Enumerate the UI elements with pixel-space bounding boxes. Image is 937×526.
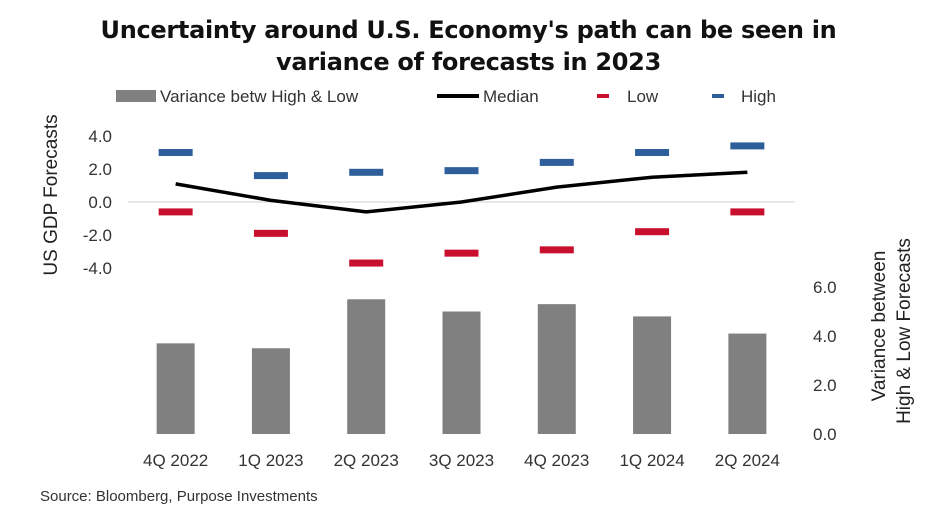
legend-swatch-high	[712, 94, 724, 98]
right-tick-label: 2.0	[813, 376, 837, 395]
variance-bar	[442, 311, 481, 434]
left-tick-label: 4.0	[88, 127, 112, 146]
x-tick-label: 2Q 2024	[715, 451, 780, 470]
variance-bar	[347, 299, 386, 434]
variance-bar	[633, 316, 672, 434]
right-tick-label: 6.0	[813, 278, 837, 297]
source-note: Source: Bloomberg, Purpose Investments	[40, 488, 318, 505]
legend-swatch-low	[597, 94, 609, 98]
variance-bars	[156, 299, 767, 434]
right-tick-label: 0.0	[813, 425, 837, 444]
left-tick-label: -4.0	[83, 259, 112, 278]
high-marker	[635, 149, 670, 156]
legend: Variance betw High & Low Median Low High	[116, 87, 776, 106]
legend-swatch-variance	[116, 90, 156, 102]
low-marker	[730, 208, 765, 216]
high-marker	[539, 158, 574, 166]
legend-label-high: High	[741, 87, 776, 106]
high-marker	[349, 168, 384, 176]
high-markers	[158, 142, 765, 180]
x-tick-label: 4Q 2023	[524, 451, 589, 470]
low-marker	[444, 249, 479, 257]
variance-bar	[251, 348, 290, 434]
legend-label-variance: Variance betw High & Low	[160, 87, 359, 106]
right-tick-label: 4.0	[813, 327, 837, 346]
left-tick-label: -2.0	[83, 226, 112, 245]
x-tick-label: 1Q 2024	[619, 451, 684, 470]
variance-bar	[537, 304, 576, 434]
high-marker	[158, 149, 193, 156]
left-tick-label: 2.0	[88, 160, 112, 179]
x-tick-label: 4Q 2022	[143, 451, 208, 470]
low-marker	[349, 259, 384, 267]
x-tick-label: 3Q 2023	[429, 451, 494, 470]
axis-titles: US GDP Forecasts Variance between High & L…	[41, 114, 915, 424]
low-markers	[158, 208, 765, 267]
x-tick-label: 2Q 2023	[334, 451, 399, 470]
low-marker	[253, 229, 288, 237]
right-axis-title-line-2: High & Low Forecasts	[894, 238, 915, 424]
chart-title-line-2: variance of forecasts in 2023	[276, 48, 661, 76]
legend-label-low: Low	[627, 87, 659, 106]
chart-title-line-1: Uncertainty around U.S. Economy's path c…	[100, 16, 837, 44]
high-marker	[730, 142, 765, 150]
x-axis-ticks: 4Q 2022 1Q 2023 2Q 2023 3Q 2023 4Q 2023 1Q 20…	[143, 451, 780, 470]
low-marker	[539, 246, 574, 254]
high-marker	[444, 167, 479, 175]
legend-label-median: Median	[483, 87, 539, 106]
left-tick-label: 0.0	[88, 193, 112, 212]
median-line	[175, 170, 748, 214]
median-series-line	[175, 170, 748, 214]
right-axis-ticks: 6.0 4.0 2.0 0.0	[813, 278, 837, 444]
x-tick-label: 1Q 2023	[238, 451, 303, 470]
low-marker	[635, 228, 670, 236]
variance-bar	[156, 343, 195, 434]
variance-bar	[728, 333, 767, 434]
low-marker	[158, 208, 193, 216]
right-axis-title-line-1: Variance between	[869, 251, 890, 402]
high-marker	[253, 172, 288, 180]
left-axis-ticks: 4.0 2.0 0.0 -2.0 -4.0	[83, 127, 112, 278]
left-axis-title: US GDP Forecasts	[41, 114, 62, 275]
